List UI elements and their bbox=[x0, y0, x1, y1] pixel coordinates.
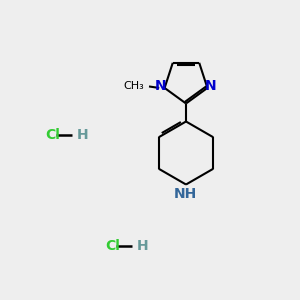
Text: N: N bbox=[155, 80, 167, 94]
Text: H: H bbox=[136, 239, 148, 253]
Text: Cl: Cl bbox=[45, 128, 60, 142]
Text: NH: NH bbox=[174, 187, 197, 201]
Text: N: N bbox=[205, 80, 217, 94]
Text: H: H bbox=[76, 128, 88, 142]
Text: CH₃: CH₃ bbox=[124, 82, 144, 92]
Text: Cl: Cl bbox=[105, 239, 120, 253]
